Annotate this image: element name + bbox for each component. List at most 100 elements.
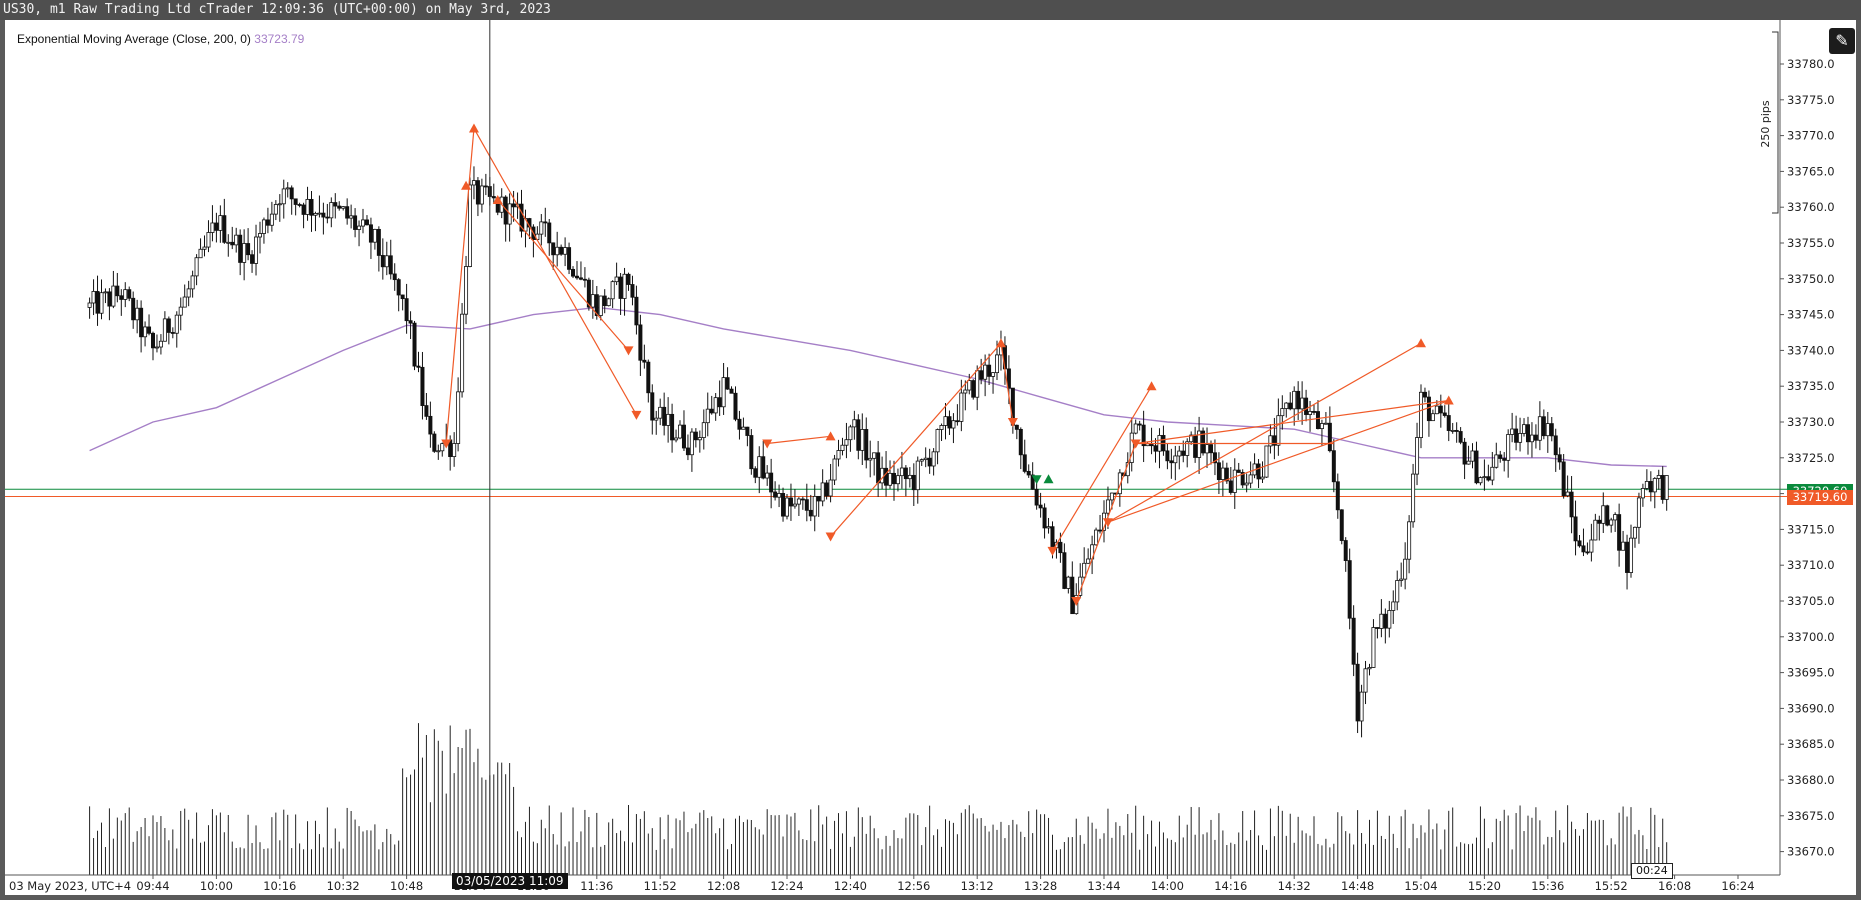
candle	[681, 410, 686, 451]
candle	[1256, 459, 1261, 489]
candle	[1561, 454, 1566, 499]
candle-body	[1422, 391, 1427, 398]
candle	[396, 278, 401, 312]
candle	[1026, 464, 1031, 478]
crosshair-time-label: 03/05/2023 11:09	[452, 873, 568, 889]
candle	[1569, 476, 1574, 534]
candle-body	[1086, 558, 1091, 564]
candle	[824, 480, 829, 500]
candle	[162, 311, 167, 342]
candle-body	[158, 340, 163, 348]
candle-body	[1490, 466, 1495, 481]
candle-body	[654, 417, 659, 421]
candle-body	[1375, 627, 1380, 629]
candle-body	[242, 243, 247, 263]
candle	[1046, 517, 1051, 534]
candle	[150, 331, 155, 361]
candle	[590, 279, 595, 319]
candle-body	[1355, 663, 1360, 722]
candle-body	[1335, 481, 1340, 511]
candle	[717, 380, 722, 416]
candle-body	[832, 458, 837, 481]
candle	[658, 398, 663, 426]
candle-body	[1327, 422, 1332, 452]
chart-panel[interactable]: 250 pips 33780.0 33775.0 33770.0 33765.0 337…	[5, 20, 1856, 895]
candle	[915, 456, 920, 504]
candle-body	[1466, 460, 1471, 465]
candle-body	[392, 273, 397, 281]
candle-body	[1193, 434, 1198, 458]
candle-body	[606, 298, 611, 307]
candle-body	[416, 365, 421, 368]
candle	[654, 410, 659, 435]
candle	[1197, 416, 1202, 474]
candle	[309, 190, 314, 232]
candle	[931, 448, 936, 476]
candle	[182, 284, 187, 308]
trade-markers	[441, 123, 1454, 606]
candle	[257, 221, 262, 254]
candle-body	[325, 216, 330, 219]
price-chart[interactable]: 250 pips 33780.033775.033770.033765.0337…	[5, 20, 1856, 895]
candle-body	[1359, 691, 1364, 722]
candle	[261, 217, 266, 244]
candle	[761, 440, 766, 480]
time-tick-label: 10:48	[390, 879, 423, 893]
edit-icon[interactable]: ✎	[1829, 28, 1855, 54]
time-tick-label: 14:16	[1214, 879, 1247, 893]
candle	[1450, 422, 1455, 434]
candle-body	[261, 219, 266, 234]
candle	[923, 447, 928, 468]
candle-body	[1367, 667, 1372, 670]
candle	[202, 235, 207, 257]
candle	[376, 226, 381, 272]
candle	[483, 173, 488, 196]
candle-body	[1331, 450, 1336, 483]
candle-body	[111, 285, 116, 307]
candle	[345, 198, 350, 225]
time-tick-label: 10:16	[263, 879, 296, 893]
trade-marker-up	[1146, 381, 1157, 391]
candle	[1506, 429, 1511, 478]
candle	[1446, 399, 1451, 442]
candle-body	[424, 405, 429, 417]
candle-body	[796, 498, 801, 505]
candle	[277, 194, 282, 222]
candle-body	[1109, 492, 1114, 501]
candle-body	[479, 185, 484, 205]
trade-marker-down	[623, 346, 634, 356]
candle	[341, 206, 346, 211]
candle-body	[1474, 450, 1479, 484]
time-axis: 03 May 2023, UTC+4 09:44 10:00 10:16 10:32 10…	[5, 874, 1780, 893]
candle	[1236, 462, 1241, 473]
candle-body	[868, 457, 873, 461]
candle-body	[769, 472, 774, 493]
candle	[1589, 523, 1594, 562]
candle-body	[1082, 562, 1087, 578]
candle-body	[907, 474, 912, 480]
candle	[281, 179, 286, 219]
candle-body	[1510, 428, 1515, 435]
candle	[705, 392, 710, 437]
candle-body	[824, 482, 829, 497]
candle	[1490, 451, 1495, 486]
candle-body	[1026, 470, 1031, 476]
trade-marker-down	[762, 439, 773, 449]
candle-body	[432, 433, 437, 452]
candle	[305, 186, 310, 221]
candle-body	[1640, 488, 1645, 499]
trade-marker-up	[825, 431, 836, 441]
candle	[111, 270, 116, 309]
candle	[939, 423, 944, 441]
candle-body	[721, 377, 726, 408]
candle	[733, 386, 738, 422]
candle-body	[1288, 402, 1293, 410]
price-tick-label: 33780.0	[1787, 57, 1835, 71]
candle	[606, 297, 611, 307]
candle	[1208, 440, 1213, 465]
candle-body	[547, 222, 552, 244]
candle-body	[935, 429, 940, 453]
candle-body	[226, 241, 231, 244]
candle-body	[741, 426, 746, 430]
candles	[87, 166, 1669, 738]
